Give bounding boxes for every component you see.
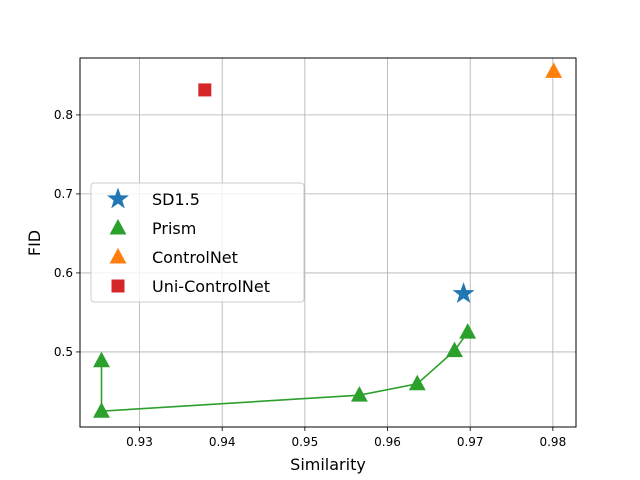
data-point-prism [459,323,477,339]
legend-marker-controlnet [109,247,127,264]
x-tick-label: 0.93 [126,435,153,449]
x-tick-label: 0.94 [209,435,236,449]
legend-label-prism: Prism [152,219,196,238]
x-tick-label: 0.97 [457,435,484,449]
legend-box [90,182,305,303]
legend-label-controlnet: ControlNet [152,248,238,267]
data-point-prism [446,341,463,358]
data-point-prism [408,374,426,391]
x-tick-label: 0.95 [291,435,318,449]
x-axis-ticks: 0.93 0.94 0.95 0.96 0.97 0.98 [126,427,566,449]
data-point-prism [93,351,110,368]
legend-marker-uni-controlnet [111,279,125,293]
data-point-sd1-5 [452,282,475,304]
data-point-prism [350,386,368,402]
legend-marker-sd1-5 [107,187,129,209]
y-axis-label: FID [25,230,44,256]
plot-frame [79,57,577,428]
data-point-prism [93,402,110,418]
x-tick-label: 0.98 [539,435,566,449]
y-tick-label: 0.5 [54,345,73,359]
legend-label-uni-controlnet: Uni-ControlNet [152,277,270,296]
series-layer [93,62,563,418]
y-tick-label: 0.6 [54,266,73,280]
legend: SD1.5 Prism ControlNet Uni-ControlNet [90,182,305,303]
data-point-controlnet [545,62,563,78]
x-axis-label: Similarity [290,455,366,474]
legend-label-sd1-5: SD1.5 [152,190,200,209]
y-tick-label: 0.7 [54,187,73,201]
x-tick-label: 0.96 [374,435,401,449]
y-axis-ticks: 0.5 0.6 0.7 0.8 [54,108,80,359]
y-tick-label: 0.8 [54,108,73,122]
data-point-uni-controlnet [198,83,212,97]
legend-marker-prism [109,218,127,235]
